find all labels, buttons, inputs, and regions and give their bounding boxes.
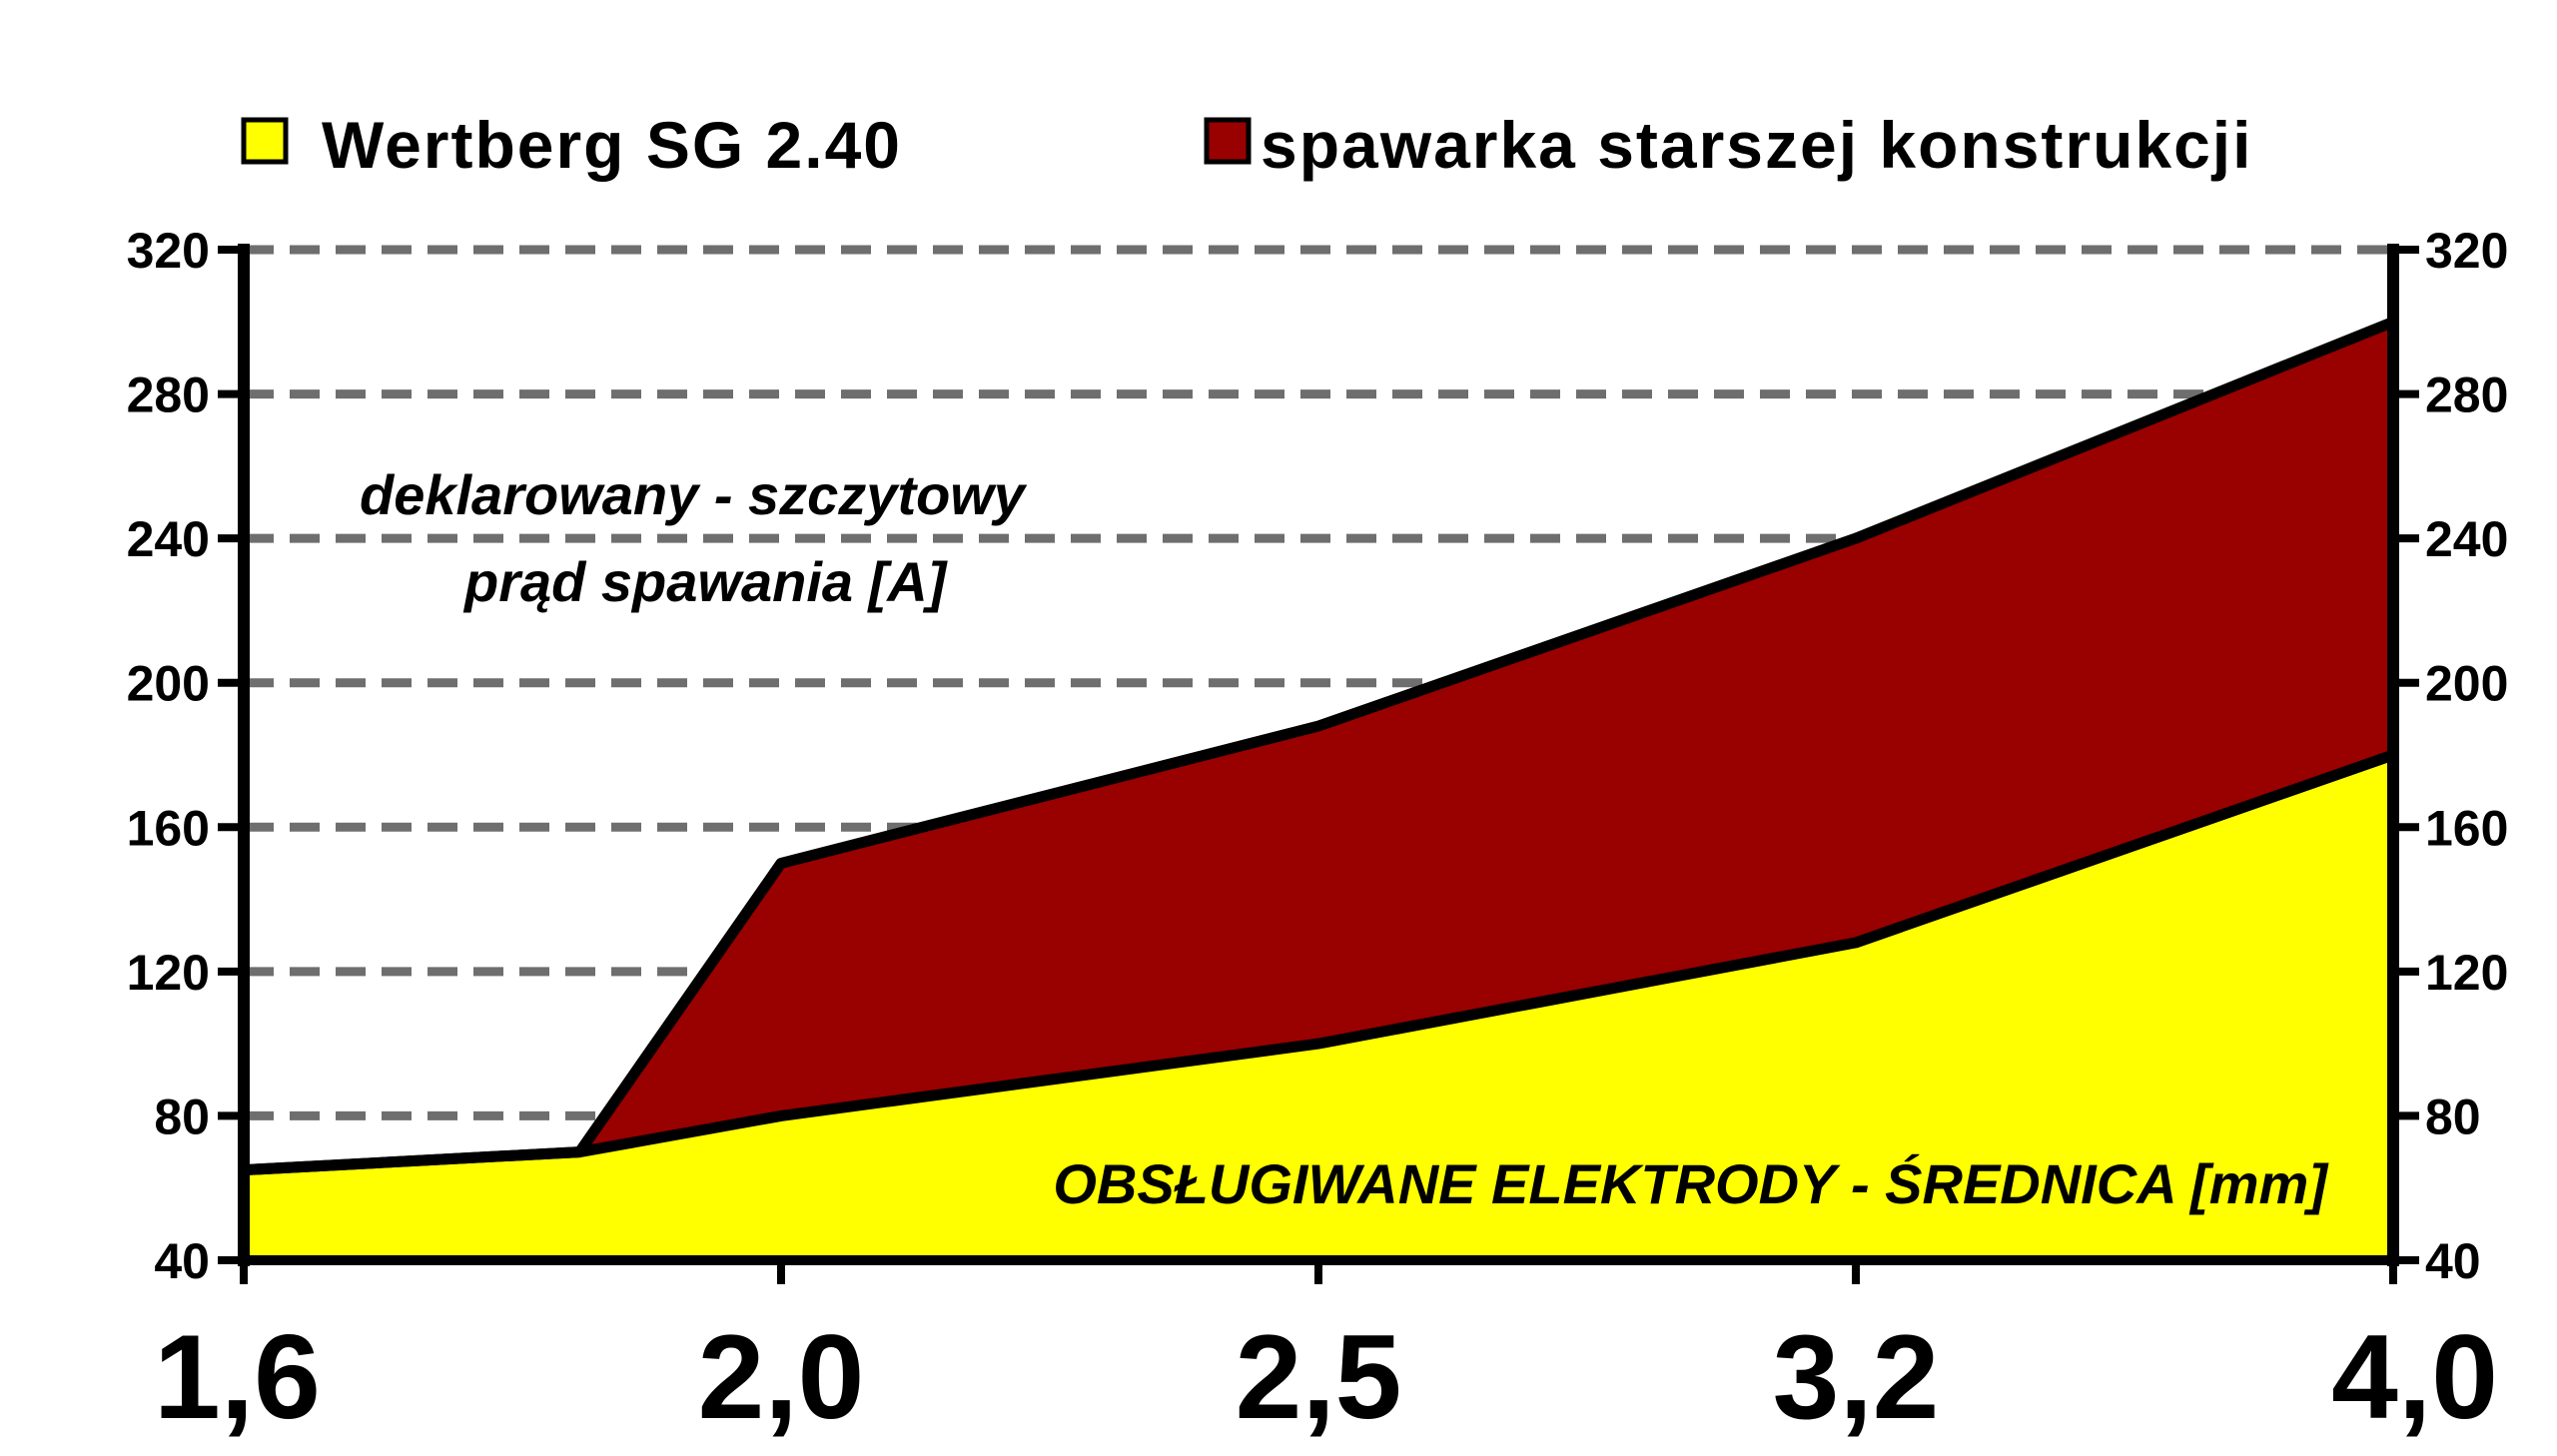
y-tick-label-right: 320 <box>2425 223 2508 279</box>
y-tick-label-right: 160 <box>2425 800 2508 856</box>
y-axis-annotation-line2: prąd spawania [A] <box>462 550 949 613</box>
y-tick-label-left: 80 <box>154 1089 210 1144</box>
x-axis-annotation: OBSŁUGIWANE ELEKTRODY - ŚREDNICA [mm] <box>1053 1152 2329 1215</box>
x-tick-label: 2,5 <box>1236 1310 1402 1444</box>
y-tick-label-left: 120 <box>127 945 210 1001</box>
legend-label-wertberg: Wertberg SG 2.40 <box>322 108 902 182</box>
x-ticks: 1,6 2,0 2,5 3,2 4,0 <box>154 1260 2498 1444</box>
y-tick-label-left: 40 <box>154 1233 210 1289</box>
y-tick-label-left: 200 <box>127 656 210 712</box>
legend-label-spawarka: spawarka starszej konstrukcji <box>1261 108 2252 182</box>
y-ticks-right: 40 80 120 160 200 240 280 320 <box>2393 223 2508 1289</box>
y-tick-label-right: 280 <box>2425 367 2508 423</box>
x-tick-label: 3,2 <box>1773 1310 1940 1444</box>
y-tick-label-right: 80 <box>2425 1089 2481 1144</box>
x-tick-label: 2,0 <box>698 1310 865 1444</box>
series-areas <box>243 317 2396 1260</box>
area-wertberg <box>244 755 2393 1260</box>
y-tick-label-left: 160 <box>127 800 210 856</box>
legend: Wertberg SG 2.40 spawarka starszej konst… <box>241 108 2252 182</box>
y-ticks-left: 40 80 120 160 200 240 280 320 <box>127 223 244 1289</box>
x-tick-label: 4,0 <box>2331 1310 2498 1444</box>
legend-swatch-spawarka <box>1204 117 1252 165</box>
y-tick-label-left: 240 <box>127 511 210 567</box>
y-tick-label-left: 280 <box>127 367 210 423</box>
series-line-wertberg <box>243 749 2395 1176</box>
y-tick-label-right: 40 <box>2425 1233 2481 1289</box>
x-tick-label: 1,6 <box>154 1310 321 1444</box>
y-tick-label-right: 200 <box>2425 656 2508 712</box>
y-tick-label-left: 320 <box>127 223 210 279</box>
y-axis-annotation-line1: deklarowany - szczytowy <box>360 463 1028 526</box>
y-tick-label-right: 240 <box>2425 511 2508 567</box>
y-tick-label-right: 120 <box>2425 945 2508 1001</box>
legend-swatch-wertberg <box>241 117 289 165</box>
